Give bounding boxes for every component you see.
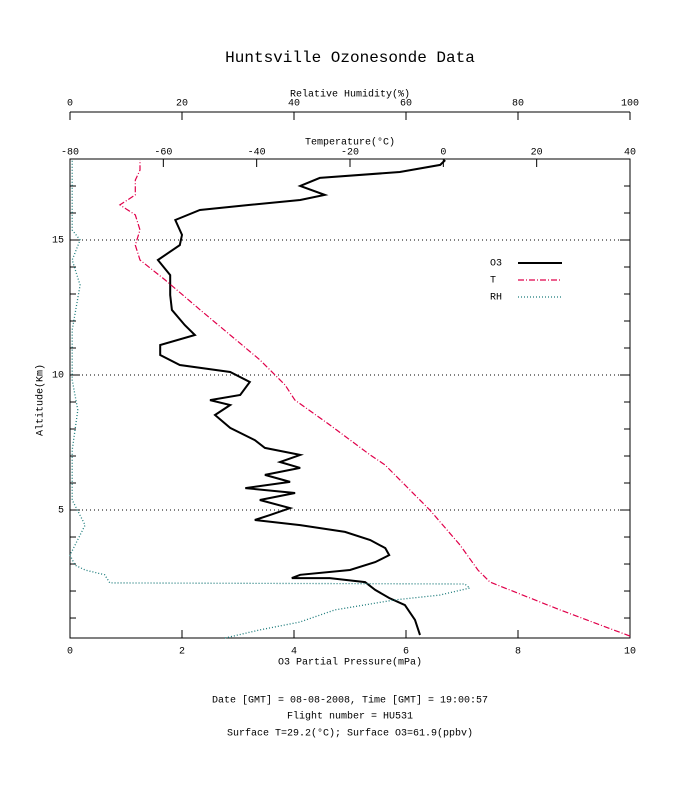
footer-line: Date [GMT] = 08-08-2008, Time [GMT] = 19…: [212, 695, 488, 707]
x3-tick-label: 60: [400, 99, 412, 110]
x2-tick-label: -20: [341, 148, 359, 159]
profile-line: [156, 159, 446, 636]
profile-line: [118, 160, 631, 637]
profile-line: [69, 160, 472, 639]
footer-line: Flight number = HU531: [287, 711, 413, 723]
x2-axis-label: Temperature(°C): [305, 137, 395, 149]
x-tick-label: 6: [403, 647, 409, 658]
x2-tick-label: -60: [154, 148, 172, 159]
legend-label: T: [490, 276, 496, 287]
x-tick-label: 4: [291, 647, 297, 658]
x2-tick-label: -80: [61, 148, 79, 159]
x2-tick-label: -40: [248, 148, 266, 159]
x3-tick-label: 20: [176, 99, 188, 110]
x3-tick-label: 80: [512, 99, 524, 110]
y-tick-label: 15: [52, 236, 64, 247]
x-tick-label: 0: [67, 647, 73, 658]
x2-tick-label: 0: [440, 148, 446, 159]
x-tick-label: 8: [515, 647, 521, 658]
x-tick-label: 10: [624, 647, 636, 658]
y-tick-label: 5: [58, 506, 64, 517]
legend-label: RH: [490, 293, 502, 304]
chart-title: Huntsville Ozonesonde Data: [225, 49, 475, 67]
x-tick-label: 2: [179, 647, 185, 658]
x2-tick-label: 20: [531, 148, 543, 159]
y-tick-label: 10: [52, 371, 64, 382]
x3-axis-label: Relative Humidity(%): [290, 89, 410, 101]
x3-tick-label: 100: [621, 99, 639, 110]
plot-frame: [69, 158, 631, 639]
x2-tick-label: 40: [624, 148, 636, 159]
x-axis-label: O3 Partial Pressure(mPa): [278, 657, 422, 669]
x3-tick-label: 40: [288, 99, 300, 110]
legend-label: O3: [490, 259, 502, 270]
x3-tick-label: 0: [67, 99, 73, 110]
y-axis-label: Altitude(Km): [35, 364, 47, 436]
footer-line: Surface T=29.2(°C); Surface O3=61.9(ppbv…: [227, 728, 473, 740]
